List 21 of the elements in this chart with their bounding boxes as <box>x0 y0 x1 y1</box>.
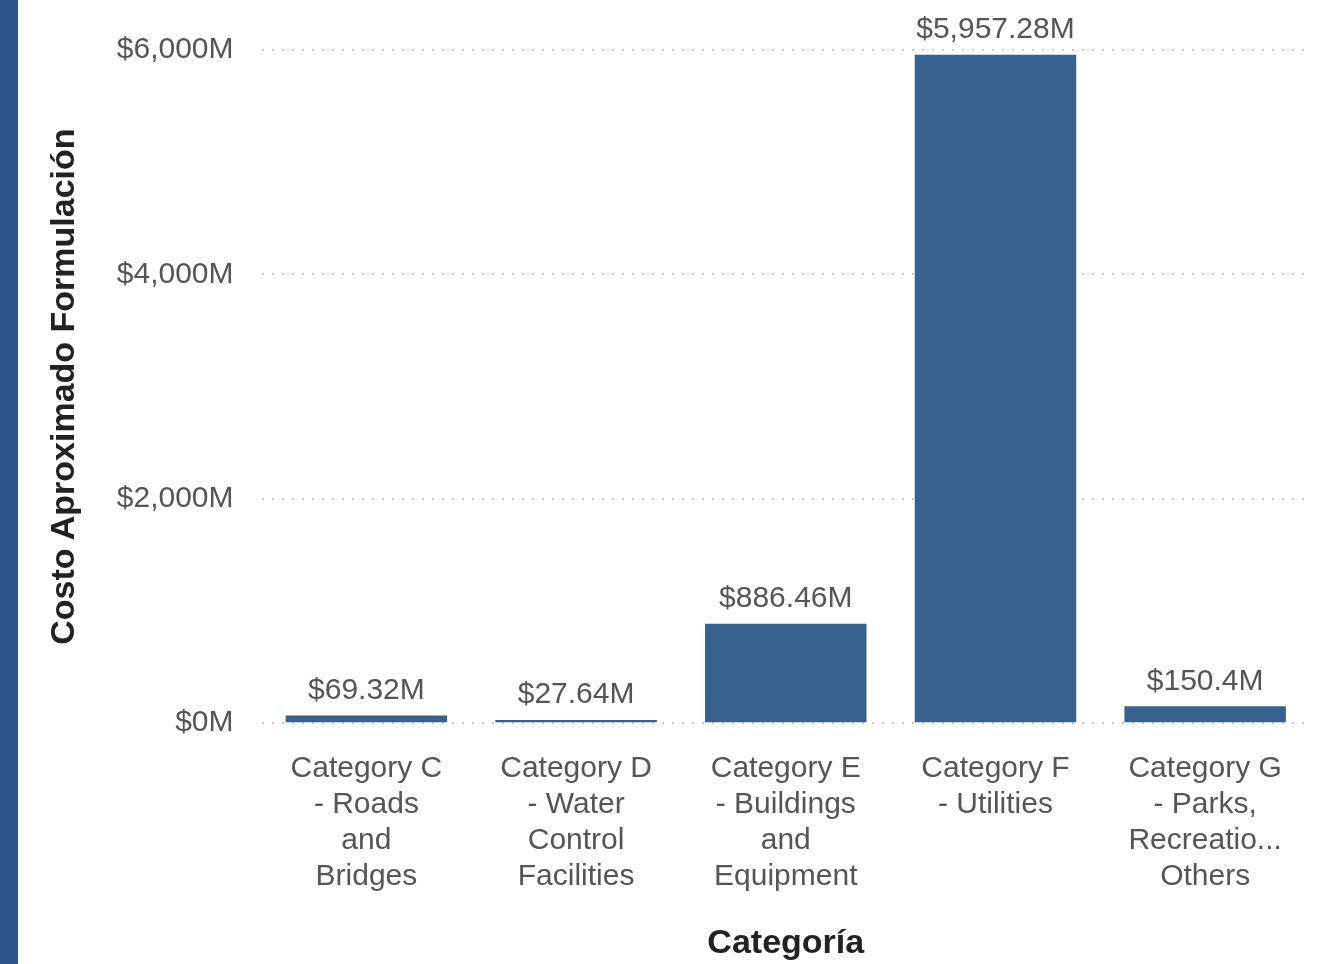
data-label: $27.64M <box>517 676 635 710</box>
data-label: $886.46M <box>719 580 853 613</box>
data-label: $150.4M <box>1146 662 1264 696</box>
bar <box>1124 706 1286 723</box>
bar <box>705 623 867 723</box>
bar <box>495 720 657 723</box>
x-axis-title: Categoría <box>707 921 866 960</box>
x-tick-label: Category D - Water Control Facilities <box>500 750 652 892</box>
bar <box>914 54 1077 723</box>
x-tick-label: Category F - Utilities <box>921 750 1070 820</box>
y-tick-label: $2,000M <box>116 480 234 514</box>
data-label: $5,957.28M <box>916 11 1075 45</box>
bar <box>285 715 448 723</box>
data-label: $69.32M <box>308 671 425 705</box>
x-tick-label: Category G - Parks, Recreatio... Others <box>1128 750 1282 892</box>
y-tick-label: $0M <box>175 704 234 738</box>
y-tick-label: $4,000M <box>116 255 234 289</box>
y-axis-title: Costo Aproximado Formulación <box>42 128 81 645</box>
x-tick-label: Category C - Roads and Bridges <box>290 750 443 892</box>
x-tick-label: Category E - Buildings and Equipment <box>710 750 861 892</box>
y-tick-label: $6,000M <box>116 31 234 65</box>
